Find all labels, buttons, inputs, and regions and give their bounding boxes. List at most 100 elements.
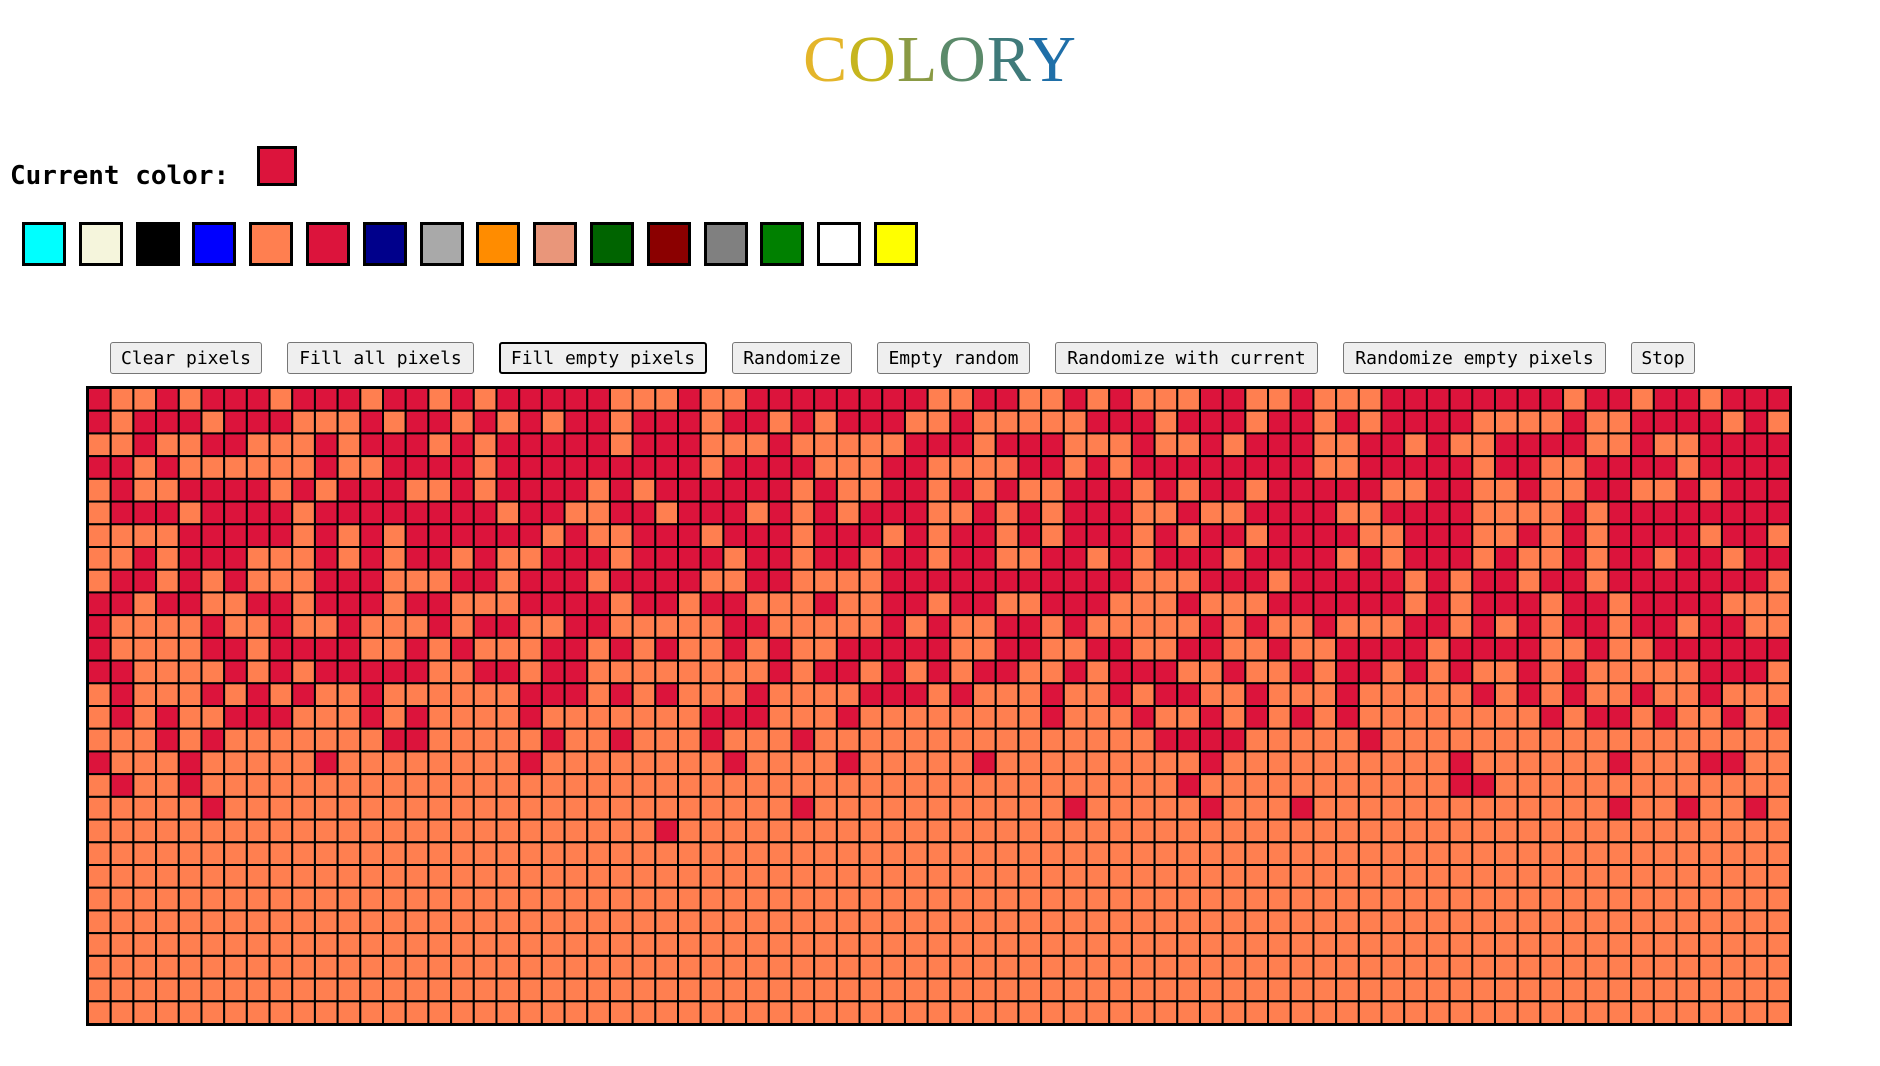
pixel-cell[interactable]: [677, 477, 702, 503]
pixel-cell[interactable]: [1720, 727, 1746, 753]
pixel-cell[interactable]: [1130, 500, 1156, 526]
pixel-cell[interactable]: [1448, 500, 1474, 526]
pixel-cell[interactable]: [654, 705, 680, 730]
pixel-cell[interactable]: [1403, 818, 1428, 844]
pixel-cell[interactable]: [132, 886, 158, 912]
pixel-cell[interactable]: [245, 750, 271, 776]
pixel-cell[interactable]: [382, 409, 407, 435]
pixel-cell[interactable]: [1698, 659, 1723, 685]
pixel-cell[interactable]: [1584, 591, 1610, 617]
pixel-cell[interactable]: [404, 932, 430, 957]
pixel-cell[interactable]: [291, 954, 316, 980]
pixel-cell[interactable]: [88, 750, 112, 776]
pixel-cell[interactable]: [1085, 591, 1111, 617]
pixel-cell[interactable]: [1493, 432, 1519, 458]
pixel-cell[interactable]: [1539, 795, 1565, 821]
pixel-cell[interactable]: [1040, 388, 1065, 412]
pixel-cell[interactable]: [1312, 795, 1338, 821]
pixel-cell[interactable]: [654, 523, 680, 548]
pixel-cell[interactable]: [1766, 432, 1790, 458]
pixel-cell[interactable]: [1425, 388, 1451, 412]
pixel-cell[interactable]: [495, 841, 521, 867]
pixel-cell[interactable]: [495, 818, 521, 844]
pixel-cell[interactable]: [1584, 932, 1610, 957]
pixel-cell[interactable]: [1607, 409, 1633, 435]
pixel-cell[interactable]: [563, 636, 589, 662]
pixel-cell[interactable]: [677, 682, 702, 708]
pixel-cell[interactable]: [1017, 977, 1043, 1003]
pixel-cell[interactable]: [245, 455, 271, 480]
pixel-cell[interactable]: [835, 977, 861, 1003]
pixel-cell[interactable]: [1720, 614, 1746, 639]
pixel-cell[interactable]: [1516, 864, 1542, 889]
pixel-cell[interactable]: [1198, 705, 1224, 730]
pixel-cell[interactable]: [767, 773, 793, 798]
pixel-cell[interactable]: [1130, 591, 1156, 617]
pixel-cell[interactable]: [518, 409, 543, 435]
pixel-cell[interactable]: [767, 432, 793, 458]
pixel-cell[interactable]: [1017, 1000, 1043, 1024]
pixel-cell[interactable]: [313, 977, 339, 1003]
pixel-cell[interactable]: [1471, 864, 1496, 889]
pixel-cell[interactable]: [359, 614, 385, 639]
pixel-cell[interactable]: [699, 864, 725, 889]
pixel-cell[interactable]: [972, 614, 997, 639]
pixel-cell[interactable]: [813, 477, 838, 503]
pixel-cell[interactable]: [268, 477, 294, 503]
pixel-cell[interactable]: [1516, 909, 1542, 935]
pixel-cell[interactable]: [1130, 682, 1156, 708]
pixel-cell[interactable]: [654, 909, 680, 935]
pixel-cell[interactable]: [1630, 568, 1655, 594]
pixel-cell[interactable]: [88, 818, 112, 844]
pixel-cell[interactable]: [586, 954, 611, 980]
pixel-cell[interactable]: [881, 636, 906, 662]
pixel-cell[interactable]: [790, 841, 816, 867]
pixel-cell[interactable]: [994, 773, 1020, 798]
pixel-cell[interactable]: [1493, 614, 1519, 639]
pixel-cell[interactable]: [631, 750, 657, 776]
pixel-cell[interactable]: [450, 727, 475, 753]
pixel-cell[interactable]: [631, 636, 657, 662]
pixel-cell[interactable]: [563, 477, 589, 503]
pixel-cell[interactable]: [767, 591, 793, 617]
pixel-cell[interactable]: [745, 750, 770, 776]
pixel-cell[interactable]: [200, 864, 226, 889]
pixel-cell[interactable]: [1607, 682, 1633, 708]
pixel-cell[interactable]: [1130, 455, 1156, 480]
pixel-cell[interactable]: [1244, 795, 1270, 821]
pixel-cell[interactable]: [313, 818, 339, 844]
pixel-cell[interactable]: [1357, 455, 1383, 480]
pixel-cell[interactable]: [1062, 909, 1088, 935]
pixel-cell[interactable]: [518, 388, 543, 412]
pixel-cell[interactable]: [949, 864, 975, 889]
pixel-cell[interactable]: [336, 954, 362, 980]
pixel-cell[interactable]: [1425, 795, 1451, 821]
pixel-cell[interactable]: [586, 977, 611, 1003]
pixel-cell[interactable]: [495, 591, 521, 617]
pixel-cell[interactable]: [994, 568, 1020, 594]
pixel-cell[interactable]: [881, 659, 906, 685]
pixel-cell[interactable]: [1630, 591, 1655, 617]
pixel-cell[interactable]: [1267, 455, 1292, 480]
pixel-cell[interactable]: [1403, 841, 1428, 867]
pixel-cell[interactable]: [1471, 886, 1496, 912]
pixel-cell[interactable]: [177, 455, 203, 480]
pixel-cell[interactable]: [200, 818, 226, 844]
pixel-cell[interactable]: [518, 500, 543, 526]
pixel-cell[interactable]: [722, 818, 748, 844]
pixel-cell[interactable]: [518, 523, 543, 548]
pixel-cell[interactable]: [949, 977, 975, 1003]
pixel-cell[interactable]: [495, 523, 521, 548]
pixel-cell[interactable]: [336, 705, 362, 730]
pixel-cell[interactable]: [313, 546, 339, 571]
pixel-cell[interactable]: [132, 909, 158, 935]
pixel-cell[interactable]: [1471, 841, 1496, 867]
pixel-cell[interactable]: [1675, 795, 1701, 821]
pixel-cell[interactable]: [1516, 477, 1542, 503]
pixel-cell[interactable]: [404, 614, 430, 639]
pixel-cell[interactable]: [1153, 886, 1179, 912]
pixel-cell[interactable]: [155, 659, 180, 685]
pixel-cell[interactable]: [1221, 705, 1247, 730]
pixel-cell[interactable]: [881, 909, 906, 935]
pixel-cell[interactable]: [472, 546, 498, 571]
